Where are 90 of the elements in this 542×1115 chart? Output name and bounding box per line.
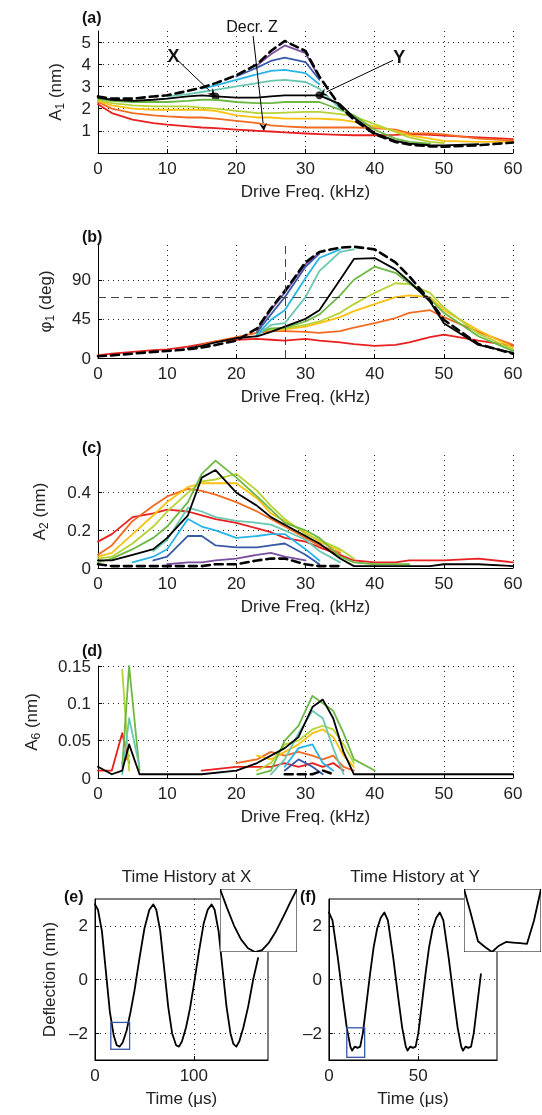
y-tick-label: 2	[81, 99, 91, 119]
y-tick-label: 0	[312, 970, 322, 989]
x-tick-label: 40	[365, 784, 385, 803]
x-tick-label: 30	[296, 784, 315, 803]
y-tick-label: 0.05	[57, 731, 91, 751]
y-tick-label: 0.4	[67, 483, 91, 503]
x-tick-label: 30	[296, 364, 315, 383]
y-tick-label: 0	[78, 970, 88, 989]
x-tick-label: 20	[226, 784, 246, 803]
x-axis-title: Drive Freq. (kHz)	[240, 387, 371, 406]
text: (b)	[82, 228, 103, 245]
line-series	[97, 472, 355, 560]
x-tick-label: 20	[226, 364, 246, 383]
chart-title: Time History at X	[121, 867, 252, 886]
y-axis-title: A6 (nm)	[22, 693, 43, 751]
x-tick-label: 40	[365, 364, 385, 383]
x-tick-label: 50	[434, 364, 454, 383]
x-axis-title: Time (μs)	[145, 1089, 218, 1108]
x-tick-label: 50	[434, 159, 454, 178]
line-series	[256, 265, 514, 352]
annotation: (c)	[82, 439, 102, 456]
y-axis-title: Deflection (nm)	[40, 921, 60, 1038]
y-tick-label: 3	[81, 76, 91, 96]
x-axis-title: Drive Freq. (kHz)	[240, 597, 371, 616]
y-tick-label: 0	[81, 348, 91, 368]
x-tick-label: 60	[503, 364, 523, 383]
y-tick-label: 2	[78, 916, 88, 936]
text: (a)	[82, 9, 102, 26]
x-tick-label: 10	[157, 574, 177, 593]
text: (e)	[64, 888, 84, 905]
line-series	[131, 518, 321, 564]
x-tick-label: 10	[157, 784, 177, 803]
y-tick-label: 5	[81, 32, 91, 52]
x-tick-label: 0	[93, 784, 103, 803]
annotation: Decr. Z	[226, 18, 279, 36]
line-series	[97, 459, 411, 566]
x-tick-label: 10	[157, 159, 177, 178]
x-tick-label: 30	[296, 574, 315, 593]
x-tick-label: 50	[434, 784, 454, 803]
y-axis-title: φ1 (deg)	[36, 270, 57, 333]
line-series	[166, 552, 307, 566]
x-tick-label: 10	[157, 364, 177, 383]
x-tick-label: 0	[93, 364, 103, 383]
x-tick-label: 0	[93, 574, 103, 593]
x-tick-label: 20	[226, 159, 246, 178]
y-tick-label: 4	[81, 54, 91, 74]
y-tick-label: 1	[81, 121, 91, 141]
line-series	[283, 758, 324, 776]
y-tick-label: 0	[81, 768, 91, 788]
line-series	[256, 248, 355, 337]
x-tick-label: 30	[296, 159, 315, 178]
y-axis-title: A2 (nm)	[30, 482, 51, 541]
line-series	[235, 56, 321, 81]
line-series	[256, 248, 341, 336]
x-tick-label: 0	[93, 159, 103, 178]
x-tick-label: 60	[503, 159, 523, 178]
x-tick-label: 40	[365, 159, 385, 178]
x-tick-label: 50	[408, 1066, 428, 1085]
line-series	[256, 728, 355, 768]
y-tick-label: 0	[81, 558, 91, 578]
line-series	[166, 78, 341, 110]
x-tick-label: 0	[324, 1066, 334, 1085]
text: (f)	[300, 888, 316, 905]
x-tick-label: 20	[226, 574, 246, 593]
x-tick-label: 100	[179, 1066, 209, 1085]
y-tick-label: 2	[312, 916, 322, 936]
line-series	[283, 743, 335, 772]
line-series	[152, 506, 341, 564]
y-tick-label: –2	[302, 1023, 322, 1043]
x-tick-label: 60	[503, 784, 523, 803]
y-tick-label: 45	[72, 309, 91, 329]
x-axis-title: Drive Freq. (kHz)	[240, 807, 371, 826]
x-tick-label: 40	[365, 574, 385, 593]
x-tick-label: 60	[503, 574, 523, 593]
x-axis-title: Drive Freq. (kHz)	[240, 182, 371, 201]
y-tick-label: 0.1	[67, 693, 91, 713]
y-axis-title: A1 (nm)	[46, 63, 67, 121]
chart-title: Time History at Y	[350, 867, 480, 886]
line-series	[200, 68, 321, 90]
y-tick-label: 0.2	[67, 520, 91, 540]
x-axis-title: Time (μs)	[377, 1089, 449, 1108]
line-series	[152, 535, 321, 566]
x-tick-label: 50	[434, 574, 454, 593]
y-tick-label: –2	[69, 1023, 88, 1043]
annotation: X	[167, 46, 180, 67]
line-series	[200, 309, 514, 346]
line-series	[97, 508, 514, 564]
line-series	[256, 294, 514, 349]
annotation: Y	[393, 47, 406, 68]
y-tick-label: 90	[72, 270, 91, 290]
